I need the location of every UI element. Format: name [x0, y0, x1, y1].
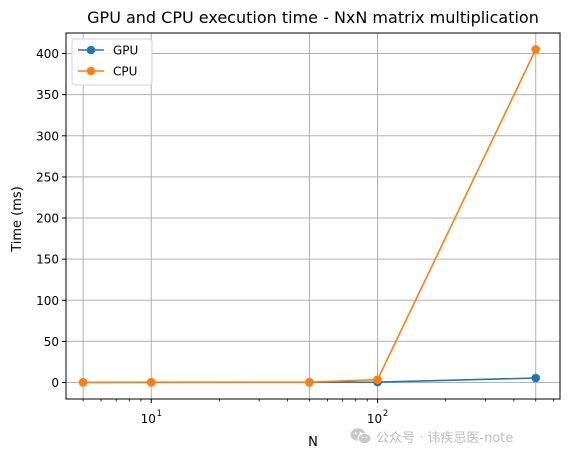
y-tick-label: 100 — [36, 294, 59, 308]
legend-marker-cpu — [86, 66, 96, 76]
x-tick-label: 10 — [141, 412, 156, 426]
legend-box — [71, 38, 153, 86]
point-cpu — [146, 377, 156, 387]
point-cpu — [373, 375, 382, 384]
x-tick-label: 10 — [367, 412, 382, 426]
x-tick-exponent: 2 — [383, 409, 388, 419]
chart-title: GPU and CPU execution time - NxN matrix … — [87, 8, 539, 27]
x-tick-exponent: 1 — [157, 409, 162, 419]
legend: GPU CPU — [71, 38, 153, 86]
x-axis-label: N — [308, 435, 318, 450]
y-tick-label: 200 — [36, 212, 59, 226]
legend-label-gpu: GPU — [113, 44, 138, 58]
point-cpu — [531, 45, 541, 54]
series-layer — [78, 45, 541, 387]
watermark-text: 公众号 · 讳疾忌医-note — [376, 430, 514, 446]
y-tick-label: 0 — [51, 376, 59, 390]
point-cpu — [305, 377, 314, 387]
y-tick-label: 400 — [36, 47, 59, 61]
y-tick-label: 350 — [36, 88, 59, 102]
y-tick-label: 50 — [44, 335, 59, 349]
y-tick-label: 250 — [36, 170, 59, 184]
legend-marker-gpu — [86, 45, 96, 55]
watermark: 公众号 · 讳疾忌医-note — [350, 426, 513, 446]
y-tick-label: 150 — [36, 253, 59, 267]
legend-label-cpu: CPU — [113, 65, 137, 79]
wechat-icon — [350, 428, 372, 445]
grid — [66, 33, 560, 399]
point-gpu — [531, 373, 541, 383]
y-axis-label: Time (ms) — [10, 186, 25, 253]
y-tick-label: 300 — [36, 129, 59, 143]
point-cpu — [78, 378, 88, 387]
plot-frame — [65, 32, 561, 400]
